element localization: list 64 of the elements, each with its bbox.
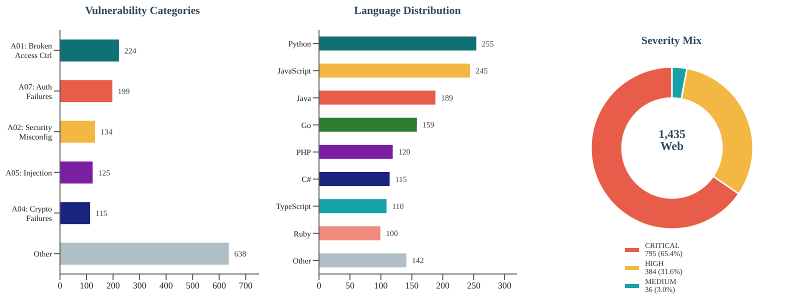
bar — [319, 62, 472, 79]
y-tick-label: Python — [288, 39, 311, 48]
chart-title: Severity Mix — [640, 34, 703, 49]
y-tick-label: Go — [301, 120, 311, 130]
y-tick-label: JavaScript — [278, 66, 312, 76]
y-tick-label: Java — [296, 93, 312, 102]
data-label: 199 — [118, 86, 130, 96]
x-tick-label: 0 — [58, 280, 63, 290]
data-label: 224 — [124, 46, 136, 56]
bar — [319, 171, 391, 188]
bar — [319, 90, 436, 106]
y-tick-label: PHP — [296, 148, 312, 156]
y-tick-label: A07: Auth Failures — [18, 82, 52, 100]
y-tick-label: A04: Crypto Failures — [12, 204, 52, 222]
y-tick-label: A05: Injection — [6, 168, 52, 177]
bar — [319, 35, 478, 52]
data-label: 638 — [234, 250, 246, 259]
data-label: 134 — [100, 128, 113, 137]
text: 1,435 Web — [658, 127, 686, 153]
bar — [60, 242, 230, 266]
y-tick-label: TypeScript — [276, 202, 312, 211]
data-label: 189 — [440, 94, 453, 103]
data-label: 142 — [412, 256, 424, 266]
data-label: 159 — [422, 120, 434, 130]
bar — [60, 120, 96, 144]
data-label: 100 — [386, 229, 398, 238]
bar — [60, 201, 92, 226]
y-tick-label: C# — [302, 174, 311, 184]
bar — [319, 144, 394, 160]
x-tick-label: 200 — [436, 280, 450, 290]
chart-title: Vulnerability Categories — [84, 4, 201, 19]
y-tick-label: Other — [292, 256, 312, 265]
x-tick-label: 200 — [106, 280, 120, 290]
data-label: 125 — [98, 168, 110, 178]
data-label: 115 — [96, 208, 108, 218]
x-tick-label: 250 — [466, 280, 481, 290]
x-tick-label: 50 — [345, 280, 355, 290]
data-label: 255 — [482, 39, 494, 48]
x-tick-label: 150 — [405, 280, 420, 290]
x-tick-label: 300 — [132, 280, 147, 290]
x-tick-label: 100 — [80, 280, 94, 290]
bar — [319, 252, 408, 268]
data-label: 110 — [392, 202, 404, 211]
x-tick-label: 100 — [374, 280, 388, 290]
x-tick-label: 400 — [159, 280, 174, 290]
y-tick-label: Other — [34, 249, 52, 258]
bar — [60, 160, 94, 184]
x-tick-label: 700 — [238, 280, 253, 290]
x-tick-label: 300 — [498, 280, 512, 290]
chart-title: Language Distribution — [353, 4, 462, 19]
bar — [319, 225, 382, 242]
data-label: 115 — [395, 174, 407, 184]
y-tick-label: A01: Broken Access Ctrl — [10, 41, 53, 60]
x-tick-label: 500 — [186, 280, 200, 290]
bar — [60, 38, 120, 62]
data-label: 120 — [398, 148, 410, 157]
bar — [319, 116, 418, 133]
data-label: 245 — [476, 66, 488, 76]
y-tick-label: Ruby — [294, 228, 311, 238]
x-tick-label: 600 — [212, 280, 226, 290]
y-tick-label: A02: Security Misconfig — [7, 122, 52, 141]
bar — [319, 198, 388, 214]
bar — [60, 79, 114, 104]
x-tick-label: 0 — [316, 280, 322, 290]
